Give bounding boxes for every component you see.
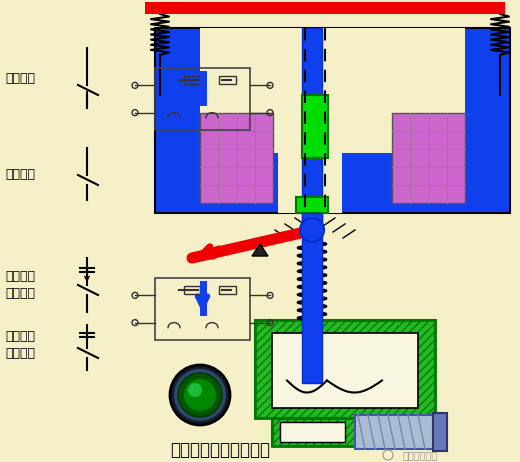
Bar xyxy=(218,76,236,85)
Bar xyxy=(302,95,328,158)
Bar xyxy=(218,286,236,294)
Text: 瞬动常闭: 瞬动常闭 xyxy=(5,72,35,85)
Bar xyxy=(433,413,447,451)
Bar xyxy=(155,68,250,130)
Bar xyxy=(302,213,322,225)
Text: 断电延时型时间继电器: 断电延时型时间继电器 xyxy=(170,441,270,459)
Bar xyxy=(355,415,435,449)
Bar xyxy=(200,28,465,153)
Bar xyxy=(302,28,322,383)
Bar xyxy=(272,333,418,408)
Text: 精品课程专用: 精品课程专用 xyxy=(402,450,438,460)
Bar xyxy=(272,418,355,446)
Text: 延时闭合
常闭触头: 延时闭合 常闭触头 xyxy=(5,330,35,360)
Text: 延时断开
常开触头: 延时断开 常开触头 xyxy=(5,270,35,300)
Text: 瞬动常开: 瞬动常开 xyxy=(5,169,35,182)
Bar xyxy=(296,197,328,213)
Bar xyxy=(278,153,342,213)
Circle shape xyxy=(178,373,222,417)
Bar xyxy=(280,422,345,442)
Circle shape xyxy=(188,383,202,397)
Bar xyxy=(392,113,465,203)
Bar xyxy=(255,320,435,418)
Bar xyxy=(184,76,201,85)
Bar xyxy=(184,286,201,294)
Circle shape xyxy=(300,218,324,242)
Bar xyxy=(272,418,355,446)
Bar xyxy=(155,28,510,213)
Circle shape xyxy=(184,379,216,411)
Polygon shape xyxy=(252,244,268,256)
Bar xyxy=(155,28,510,213)
Bar xyxy=(200,113,273,203)
Circle shape xyxy=(170,365,230,425)
Bar xyxy=(145,2,505,14)
Circle shape xyxy=(174,369,226,421)
Bar xyxy=(255,320,435,418)
Bar xyxy=(155,278,250,340)
